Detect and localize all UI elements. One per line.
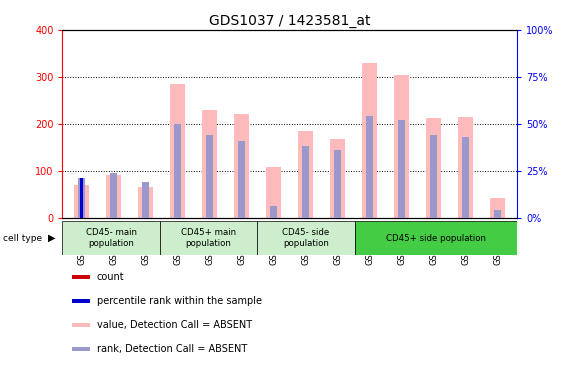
Bar <box>395 75 409 217</box>
Bar <box>494 210 501 218</box>
Bar <box>72 323 90 327</box>
Text: value, Detection Call = ABSENT: value, Detection Call = ABSENT <box>97 320 252 330</box>
Text: CD45- main
population: CD45- main population <box>86 228 137 248</box>
Bar <box>298 131 313 218</box>
Bar <box>62 221 160 255</box>
Bar <box>366 116 373 218</box>
Bar <box>170 84 185 218</box>
Bar <box>72 274 90 279</box>
Bar <box>462 137 469 218</box>
Bar <box>143 182 149 218</box>
Bar <box>431 135 437 218</box>
Bar <box>206 135 213 218</box>
Bar <box>72 347 90 351</box>
Text: count: count <box>97 272 124 282</box>
Bar <box>72 299 90 303</box>
Bar <box>331 139 345 218</box>
Bar <box>160 221 257 255</box>
Text: CD45+ main
population: CD45+ main population <box>181 228 236 248</box>
Bar <box>491 198 505 217</box>
Bar <box>81 178 83 218</box>
Bar <box>266 167 281 218</box>
Text: cell type: cell type <box>3 234 42 243</box>
Bar <box>354 221 517 255</box>
Bar <box>202 110 217 218</box>
Title: GDS1037 / 1423581_at: GDS1037 / 1423581_at <box>209 13 370 28</box>
Bar <box>106 176 121 217</box>
Bar <box>362 63 377 217</box>
Bar <box>270 206 277 218</box>
Bar <box>174 124 181 218</box>
Bar <box>398 120 405 218</box>
Text: percentile rank within the sample: percentile rank within the sample <box>97 296 261 306</box>
Bar <box>78 178 85 218</box>
Text: rank, Detection Call = ABSENT: rank, Detection Call = ABSENT <box>97 344 247 354</box>
Text: CD45- side
population: CD45- side population <box>282 228 329 248</box>
Text: ▶: ▶ <box>48 233 56 243</box>
Bar <box>74 185 89 218</box>
Bar <box>139 187 153 218</box>
Bar <box>80 187 84 218</box>
Bar <box>335 150 341 217</box>
Bar <box>239 141 245 218</box>
Bar <box>427 118 441 218</box>
Bar <box>110 172 117 217</box>
Bar <box>235 114 249 218</box>
Bar <box>302 146 309 218</box>
Bar <box>458 117 473 218</box>
Bar <box>257 221 354 255</box>
Text: CD45+ side population: CD45+ side population <box>386 234 486 243</box>
